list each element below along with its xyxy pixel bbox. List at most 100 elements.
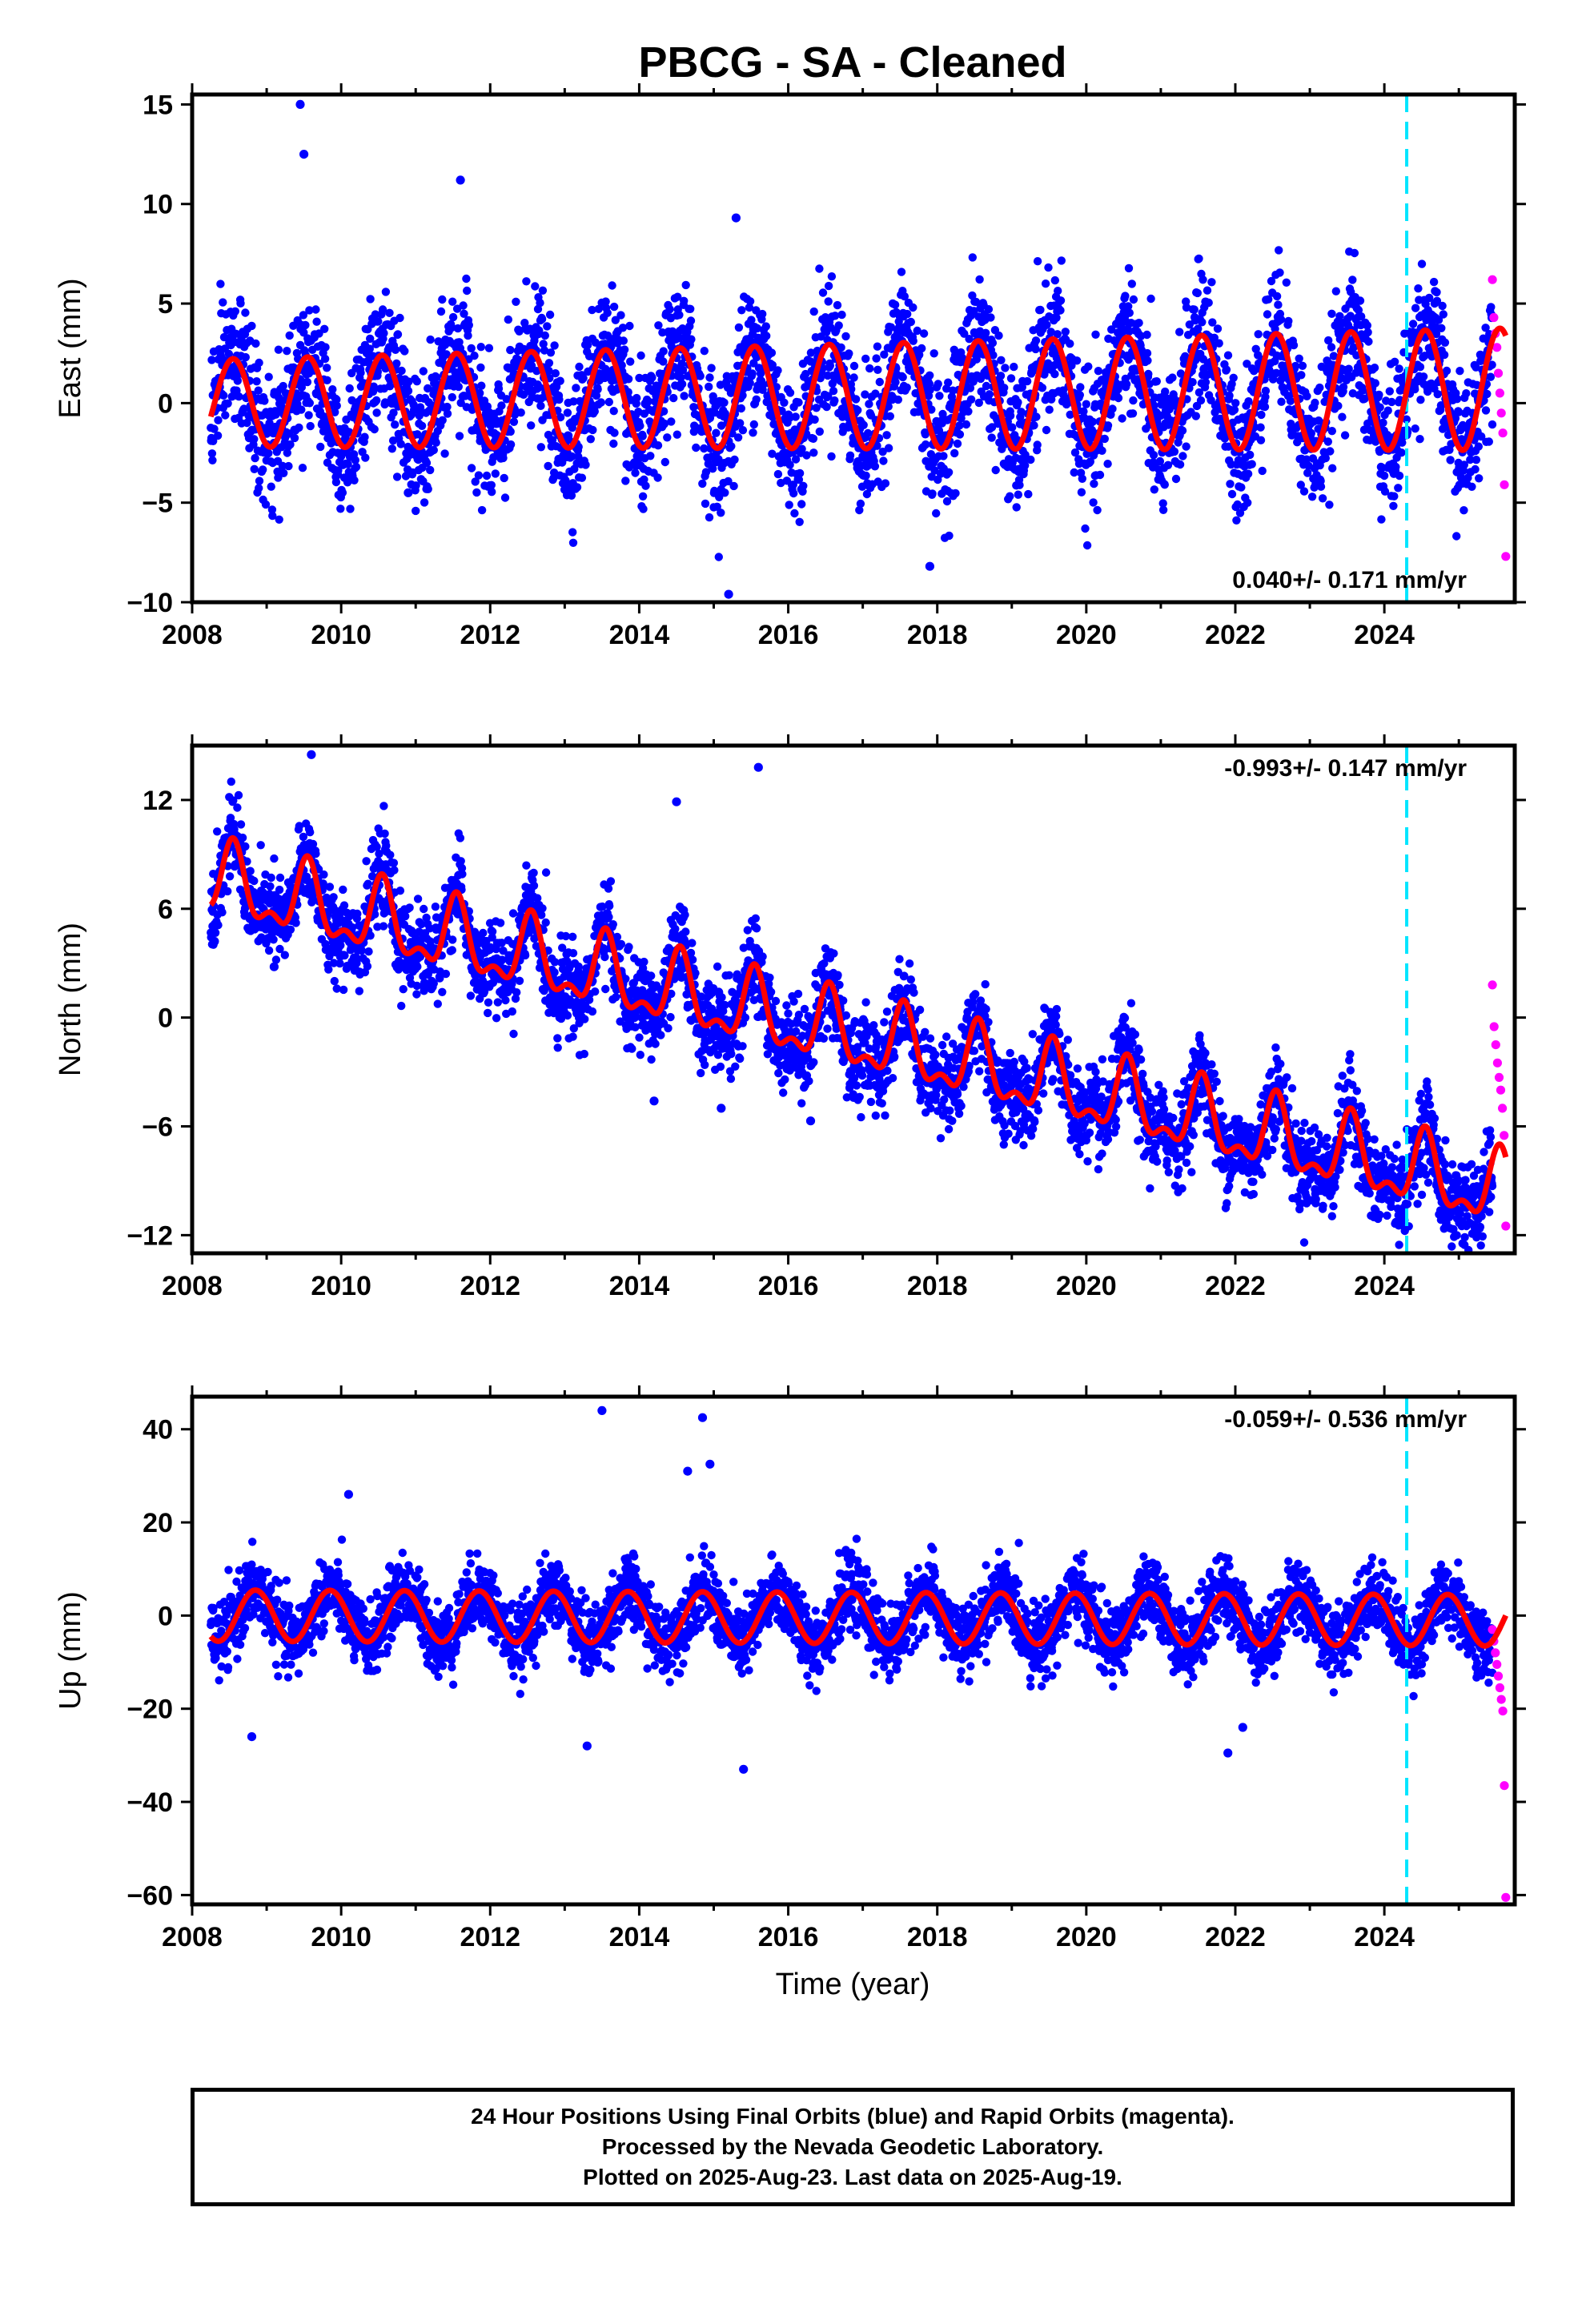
east-final-point	[750, 420, 758, 428]
east-final-point	[1034, 257, 1042, 265]
east-final-point	[506, 346, 514, 354]
east-final-point	[903, 310, 911, 318]
east-final-point	[654, 321, 662, 329]
east-final-point	[717, 509, 725, 517]
east-final-point	[687, 316, 695, 324]
east-final-point	[440, 449, 448, 457]
east-final-point	[899, 373, 907, 381]
east-final-point	[659, 357, 667, 365]
east-final-point	[251, 465, 259, 473]
east-final-point	[608, 281, 616, 289]
east-final-point	[439, 416, 447, 424]
east-final-point	[636, 422, 644, 430]
east-final-point	[255, 484, 263, 492]
east-final-point	[653, 473, 661, 481]
east-final-point	[346, 505, 354, 513]
east-final-point	[499, 454, 507, 462]
east-final-point	[680, 297, 688, 305]
east-final-point	[412, 507, 420, 515]
east-final-point	[1062, 328, 1070, 336]
east-final-point	[379, 329, 387, 337]
east-final-point	[470, 352, 478, 360]
east-final-point	[426, 466, 434, 474]
east-final-point	[1032, 412, 1040, 420]
east-final-point	[935, 392, 943, 400]
east-final-point	[260, 396, 268, 404]
east-final-point	[255, 359, 263, 367]
east-final-point	[426, 336, 434, 344]
east-final-point	[572, 384, 580, 392]
east-final-point	[794, 398, 802, 406]
east-final-point	[737, 404, 745, 412]
east-final-point	[1044, 263, 1052, 271]
east-final-point	[865, 364, 873, 372]
east-final-point	[339, 489, 347, 497]
east-final-point	[945, 532, 953, 540]
east-final-point	[992, 466, 1000, 474]
east-final-point	[822, 403, 830, 411]
east-final-point	[424, 485, 432, 493]
east-final-point	[988, 433, 996, 441]
east-final-point	[478, 506, 486, 514]
east-final-point	[660, 347, 668, 355]
east-final-point	[1014, 398, 1022, 406]
east-final-point	[1042, 321, 1050, 329]
east-final-point	[654, 441, 662, 449]
east-final-point	[826, 362, 834, 370]
east-final-point	[497, 401, 505, 409]
east-final-point	[541, 332, 549, 340]
east-final-point	[235, 392, 243, 400]
east-final-point	[242, 353, 250, 361]
east-final-point	[472, 489, 480, 497]
east-final-point	[715, 553, 723, 561]
east-final-point	[483, 472, 491, 480]
east-final-point	[837, 311, 845, 319]
east-final-point	[850, 362, 858, 370]
east-final-point	[216, 279, 224, 287]
east-final-point	[997, 356, 1005, 364]
east-final-point	[625, 322, 633, 330]
east-final-point	[297, 405, 305, 413]
east-final-point	[316, 443, 324, 451]
east-final-point	[727, 442, 735, 450]
east-final-point	[275, 516, 283, 524]
east-final-point	[301, 321, 309, 329]
east-final-point	[550, 341, 558, 349]
east-final-point	[768, 348, 776, 356]
east-final-point	[1054, 287, 1062, 295]
east-final-point	[707, 364, 715, 372]
east-final-point	[705, 383, 713, 391]
east-final-point	[284, 462, 292, 470]
east-final-point	[536, 402, 544, 410]
east-final-point	[1066, 340, 1074, 348]
east-final-point	[809, 448, 817, 456]
east-final-point	[587, 435, 595, 443]
east-final-point	[391, 420, 399, 428]
east-final-point	[568, 528, 576, 536]
east-final-point	[639, 432, 647, 440]
east-final-point	[907, 318, 915, 326]
east-final-point	[882, 431, 890, 439]
chart-title: PBCG - SA - Cleaned	[638, 38, 1066, 86]
east-final-point	[735, 324, 743, 332]
east-final-point	[721, 489, 729, 497]
east-final-point	[667, 417, 675, 425]
east-final-point	[536, 299, 544, 307]
east-final-point	[537, 443, 545, 451]
east-final-point	[247, 322, 255, 330]
east-final-point	[789, 489, 797, 497]
east-final-point	[689, 403, 697, 411]
east-final-point	[701, 347, 709, 355]
east-final-point	[951, 489, 959, 497]
east-final-point	[475, 471, 483, 479]
east-final-point	[396, 314, 404, 322]
east-final-point	[437, 308, 445, 316]
east-final-point	[819, 288, 827, 296]
east-final-point	[687, 336, 695, 344]
east-final-point	[556, 377, 564, 385]
east-final-point	[939, 452, 947, 460]
east-final-point	[720, 399, 728, 407]
east-final-point	[986, 390, 994, 398]
east-final-point	[705, 373, 713, 381]
east-final-point	[1026, 456, 1034, 464]
